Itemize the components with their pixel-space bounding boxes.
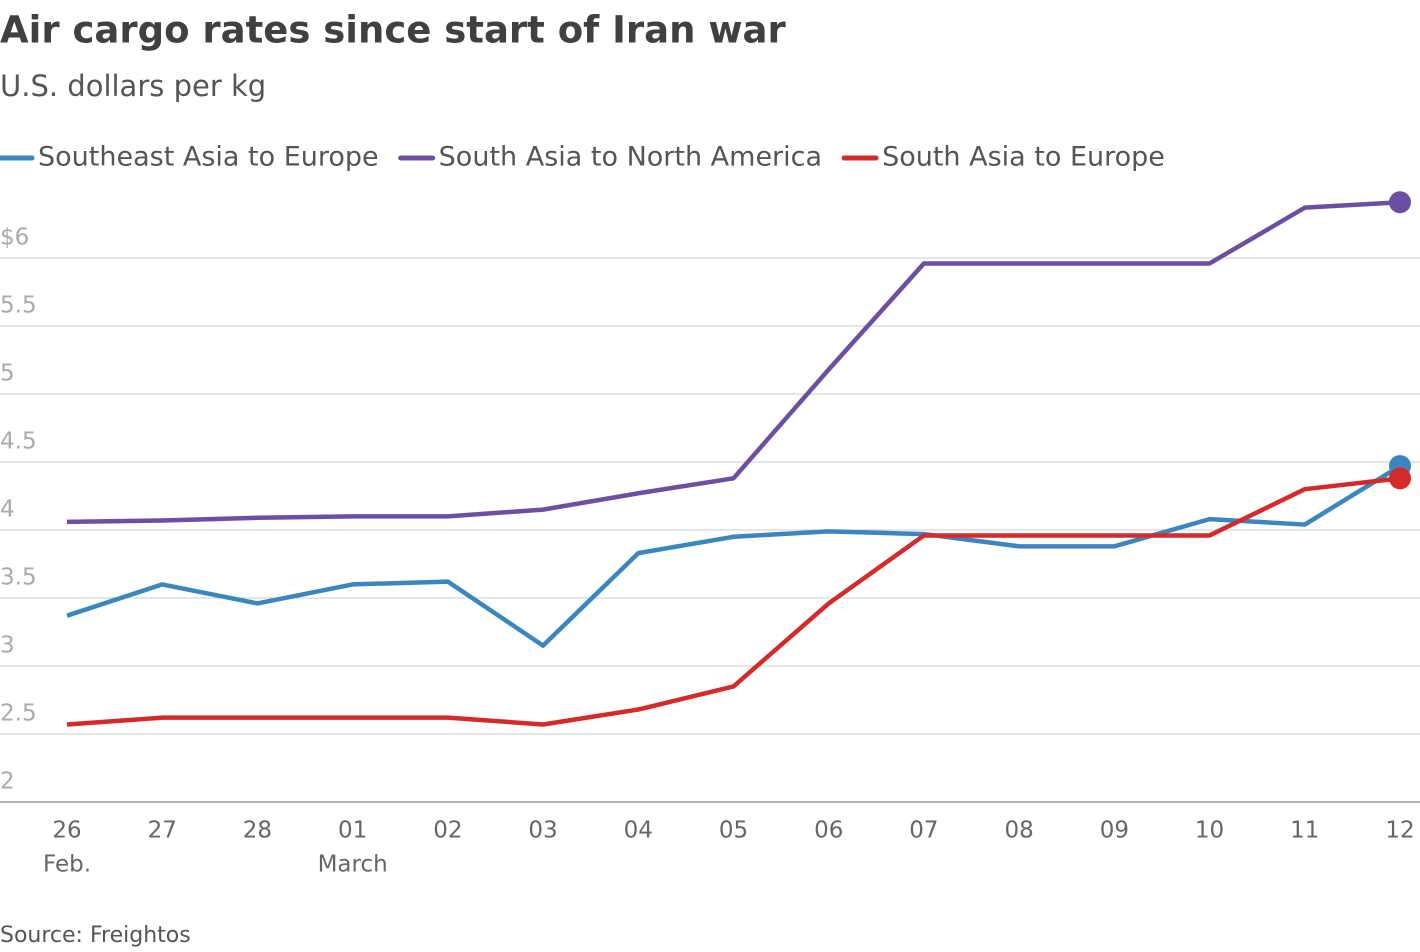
end-dot — [1389, 467, 1411, 490]
chart-subtitle: U.S. dollars per kg — [0, 69, 266, 103]
x-tick-label: 04 — [624, 818, 653, 844]
y-tick-label: 2.5 — [0, 701, 37, 727]
source: Source: Freightos — [0, 923, 191, 948]
x-tick-label: 26 — [52, 818, 81, 844]
series-line — [66, 464, 1402, 648]
x-tick-label: 05 — [719, 818, 748, 844]
x-tick-label: 01 — [338, 818, 367, 844]
x-tick-label: 28 — [243, 818, 272, 844]
x-tick-label: 03 — [528, 818, 557, 844]
legend-label: South Asia to Europe — [882, 142, 1165, 173]
x-tick-label: 02 — [433, 818, 462, 844]
legend-label: Southeast Asia to Europe — [38, 142, 379, 173]
x-tick-label: 07 — [909, 818, 938, 844]
x-tick-label: 09 — [1100, 818, 1129, 844]
x-tick-label: 06 — [814, 818, 843, 844]
series-line — [66, 476, 1401, 727]
x-tick-label: 10 — [1195, 818, 1224, 844]
x-sublabel: Feb. — [43, 852, 91, 878]
y-tick-label: 3 — [0, 633, 15, 659]
x-tick-label: 27 — [148, 818, 177, 844]
y-tick-label: 4.5 — [0, 429, 37, 455]
chart-title: Air cargo rates since start of Iran war — [0, 9, 786, 52]
y-tick-label: 4 — [0, 497, 15, 523]
series-line — [66, 199, 1401, 525]
y-tick-label: 5.5 — [0, 293, 37, 319]
end-dot — [1389, 191, 1411, 214]
legend-label: South Asia to North America — [439, 142, 822, 173]
y-tick-label: 3.5 — [0, 565, 37, 591]
y-tick-label: $6 — [0, 225, 29, 251]
y-tick-label: 2 — [0, 769, 15, 795]
x-tick-label: 08 — [1005, 818, 1034, 844]
x-sublabel: March — [318, 852, 388, 878]
y-tick-label: 5 — [0, 361, 15, 387]
x-tick-label: 12 — [1385, 818, 1414, 844]
x-tick-label: 11 — [1290, 818, 1319, 844]
